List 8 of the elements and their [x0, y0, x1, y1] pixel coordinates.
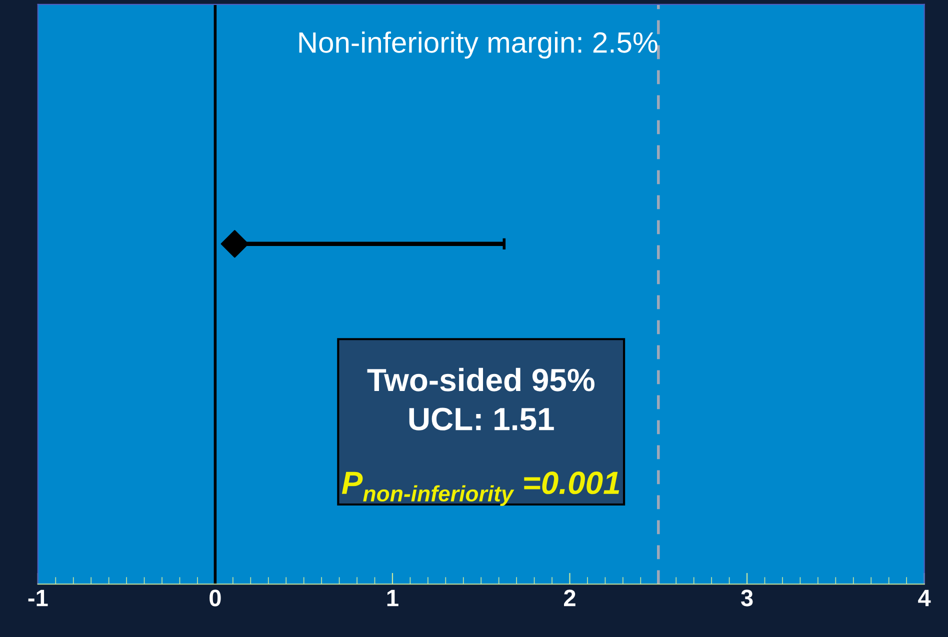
x-tick-label: 2 [564, 590, 576, 606]
x-tick-label: 1 [387, 590, 398, 606]
x-tick-label: 3 [741, 590, 753, 606]
x-tick-label: 0 [210, 590, 221, 606]
x-tick-label: 4 [918, 590, 931, 606]
x-tick-label: -1 [28, 590, 48, 606]
annotation: Two-sided 95% UCL: 1.51 [367, 368, 594, 430]
ref-line-label: Non-inferiority margin: 2.5% [299, 31, 658, 59]
